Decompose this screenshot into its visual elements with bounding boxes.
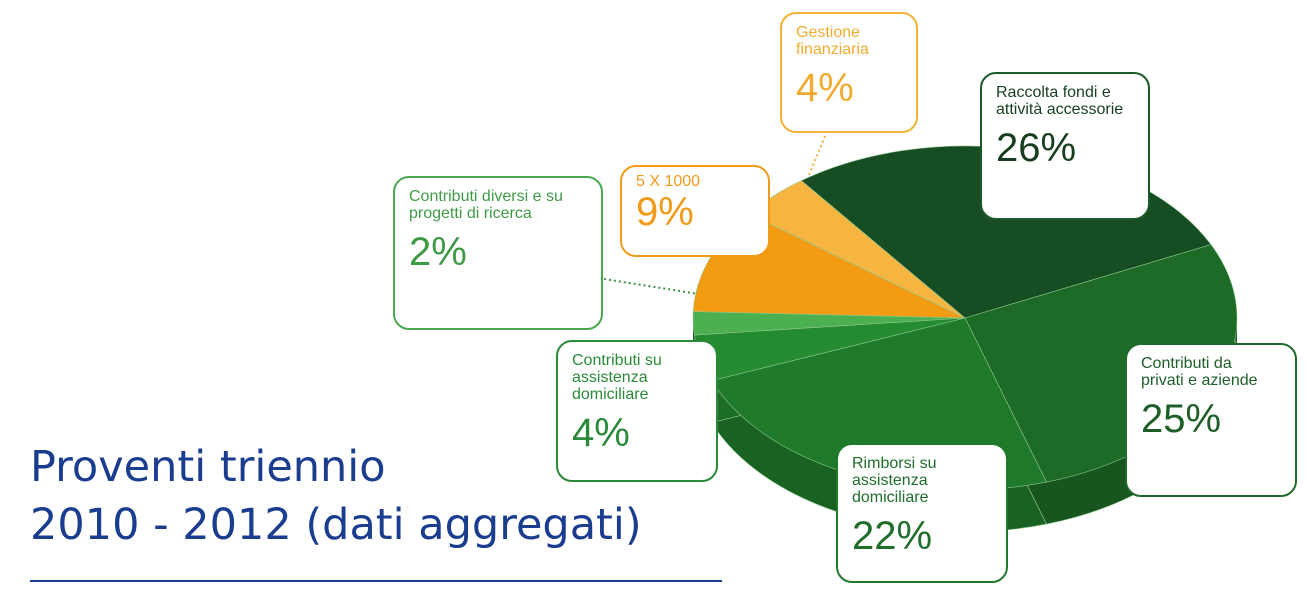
label-box: Rimborsi su assistenza domiciliare 22% — [836, 443, 1008, 583]
label-box: Contributi diversi e su progetti di rice… — [393, 176, 603, 330]
value-label: 9% — [636, 190, 694, 234]
value-label: 22% — [852, 514, 933, 558]
chart-title: Proventi triennio — [30, 442, 386, 492]
label-box: Contributi su assistenza domiciliare 4% — [556, 340, 718, 482]
category-label: Gestione finanziaria — [796, 24, 869, 58]
label-box: Gestione finanziaria 4% — [780, 12, 918, 133]
label-box: Raccolta fondi e attività accessorie 26% — [980, 72, 1150, 220]
category-label: 5 X 1000 — [636, 173, 701, 190]
chart-title: 2010 - 2012 (dati aggregati) — [30, 500, 642, 550]
category-label: Rimborsi su assistenza domiciliare — [852, 455, 937, 506]
value-label: 4% — [572, 411, 630, 455]
category-label: Contributi diversi e su progetti di rice… — [409, 188, 563, 222]
leader-line — [603, 278, 706, 296]
value-label: 4% — [796, 66, 854, 110]
value-label: 26% — [996, 126, 1077, 170]
value-label: 25% — [1141, 397, 1222, 441]
category-label: Contributi su assistenza domiciliare — [572, 352, 662, 403]
label-box: Contributi da privati e aziende 25% — [1125, 343, 1297, 497]
value-label: 2% — [409, 230, 467, 274]
category-label: Raccolta fondi e attività accessorie — [996, 84, 1124, 118]
category-label: Contributi da privati e aziende — [1141, 355, 1258, 389]
label-box: 5 X 1000 9% — [620, 165, 770, 257]
